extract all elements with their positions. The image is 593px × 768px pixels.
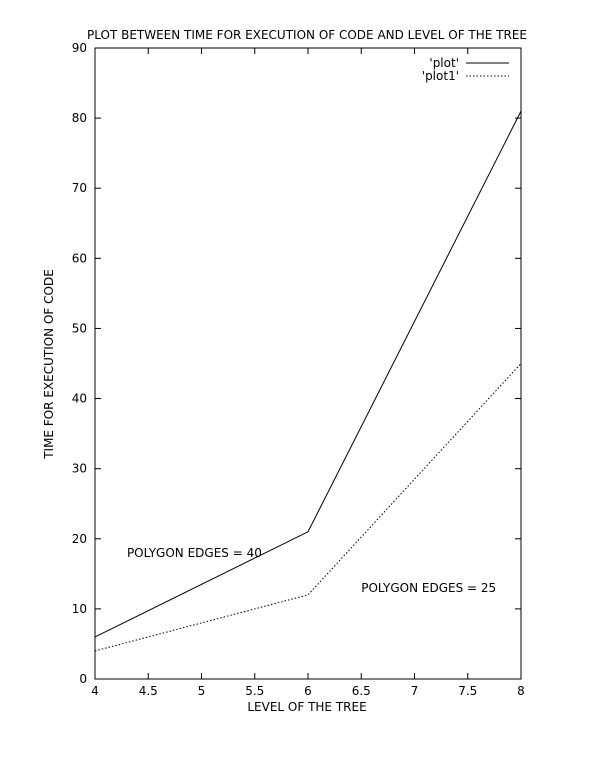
y-tick-label: 30 bbox=[72, 462, 87, 476]
annotation-label: POLYGON EDGES = 40 bbox=[127, 546, 262, 560]
x-tick-label: 5.5 bbox=[245, 684, 264, 698]
y-tick-label: 70 bbox=[72, 181, 87, 195]
chart-title: PLOT BETWEEN TIME FOR EXECUTION OF CODE … bbox=[87, 28, 527, 42]
x-tick-label: 7.5 bbox=[458, 684, 477, 698]
x-tick-label: 6 bbox=[304, 684, 312, 698]
legend: 'plot''plot1' bbox=[422, 56, 509, 83]
x-tick-label: 6.5 bbox=[352, 684, 371, 698]
x-tick-label: 4.5 bbox=[139, 684, 158, 698]
y-tick-label: 0 bbox=[79, 672, 87, 686]
legend-label: 'plot1' bbox=[422, 69, 459, 83]
y-tick-label: 20 bbox=[72, 532, 87, 546]
y-tick-label: 50 bbox=[72, 321, 87, 335]
y-tick-label: 40 bbox=[72, 392, 87, 406]
y-tick-label: 60 bbox=[72, 251, 87, 265]
y-tick-label: 10 bbox=[72, 602, 87, 616]
x-tick-label: 7 bbox=[411, 684, 419, 698]
annotations: POLYGON EDGES = 40 POLYGON EDGES = 25 bbox=[127, 546, 496, 595]
series-line-0 bbox=[94, 110, 522, 638]
x-tick-label: 5 bbox=[198, 684, 206, 698]
x-tick-label: 8 bbox=[517, 684, 525, 698]
y-axis-label: TIME FOR EXECUTION OF CODE bbox=[42, 269, 56, 460]
x-tick-label: 4 bbox=[91, 684, 99, 698]
series-layer bbox=[94, 110, 522, 652]
annotation-label: POLYGON EDGES = 25 bbox=[361, 581, 496, 595]
series-line-1 bbox=[94, 363, 522, 652]
y-tick-label: 80 bbox=[72, 111, 87, 125]
x-axis-label: LEVEL OF THE TREE bbox=[247, 700, 366, 714]
legend-label: 'plot' bbox=[429, 56, 459, 70]
y-tick-label: 90 bbox=[72, 41, 87, 55]
